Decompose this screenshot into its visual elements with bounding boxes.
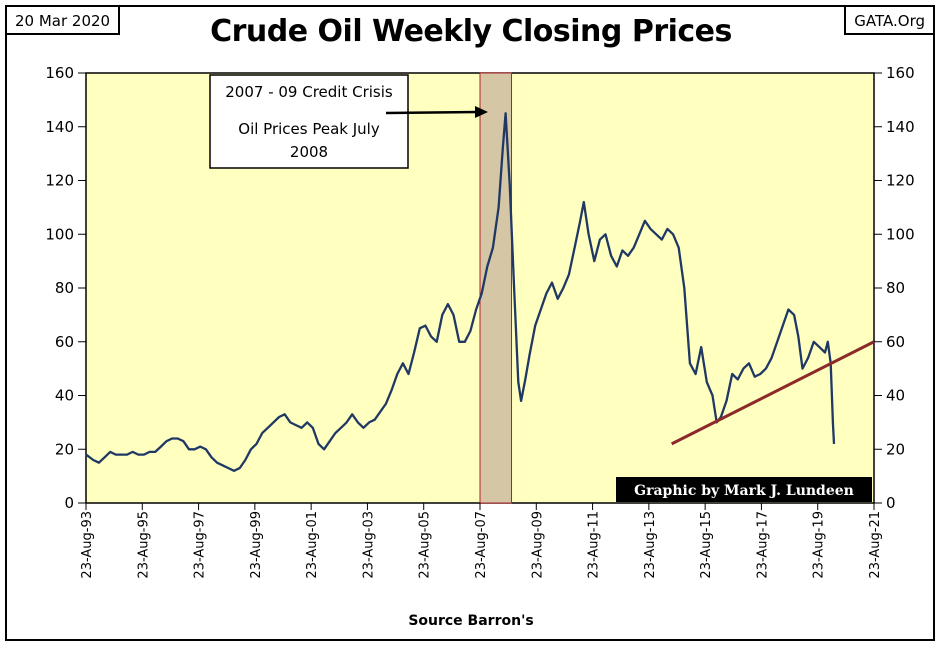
crisis-callout: 2007 - 09 Credit Crisis Oil Prices Peak … <box>209 74 488 169</box>
callout-arrow <box>385 110 479 115</box>
trend-line <box>670 340 875 446</box>
x-tick-label: 23-Aug-99 <box>249 511 264 579</box>
y-tick-right-label: 140 <box>886 118 915 136</box>
y-tick-right-label: 20 <box>886 440 905 458</box>
y-tick-left-label: 40 <box>55 387 74 405</box>
y-tick-right-label: 40 <box>886 387 905 405</box>
x-tick-label: 23-Aug-93 <box>80 511 95 579</box>
x-tick-label: 23-Aug-09 <box>530 511 545 579</box>
callout-box <box>209 74 409 169</box>
callout-line2: Oil Prices Peak July <box>238 120 380 138</box>
x-tick-label: 23-Aug-15 <box>699 511 714 579</box>
x-tick-label: 23-Aug-07 <box>474 511 489 579</box>
x-tick-label: 23-Aug-05 <box>418 511 433 579</box>
x-tick-label: 23-Aug-01 <box>305 511 320 579</box>
y-tick-right-label: 60 <box>886 333 905 351</box>
x-tick-label: 23-Aug-17 <box>755 511 770 579</box>
chart-title: Crude Oil Weekly Closing Prices <box>210 14 732 49</box>
y-tick-left-label: 140 <box>45 118 74 136</box>
x-tick-label: 23-Aug-19 <box>812 511 827 579</box>
y-tick-right-label: 160 <box>886 64 915 82</box>
callout-line3: 2008 <box>290 143 328 161</box>
site-label: GATA.Org <box>844 5 935 35</box>
credit-box: Graphic by Mark J. Lundeen <box>616 477 872 502</box>
x-tick-label: 23-Aug-97 <box>193 511 208 579</box>
x-tick-label: 23-Aug-95 <box>136 511 151 579</box>
y-tick-left-label: 120 <box>45 172 74 190</box>
y-tick-left-label: 160 <box>45 64 74 82</box>
y-tick-left-label: 60 <box>55 333 74 351</box>
x-axis-label: Source Barron's <box>408 613 534 629</box>
y-tick-right-label: 80 <box>886 279 905 297</box>
y-tick-right-label: 100 <box>886 225 915 243</box>
y-tick-left-label: 100 <box>45 225 74 243</box>
callout-line1: 2007 - 09 Credit Crisis <box>225 83 393 101</box>
x-tick-label: 23-Aug-21 <box>868 511 883 579</box>
y-tick-left-label: 20 <box>55 440 74 458</box>
y-tick-right-label: 0 <box>886 494 896 512</box>
date-label: 20 Mar 2020 <box>5 5 121 35</box>
y-tick-right-label: 120 <box>886 172 915 190</box>
x-tick-label: 23-Aug-13 <box>643 511 658 579</box>
y-tick-left-label: 0 <box>64 494 74 512</box>
credit-text: Graphic by Mark J. Lundeen <box>634 483 854 499</box>
y-tick-left-label: 80 <box>55 279 74 297</box>
callout-arrowhead <box>475 106 488 118</box>
x-tick-label: 23-Aug-03 <box>361 511 376 579</box>
x-tick-label: 23-Aug-11 <box>587 511 602 579</box>
